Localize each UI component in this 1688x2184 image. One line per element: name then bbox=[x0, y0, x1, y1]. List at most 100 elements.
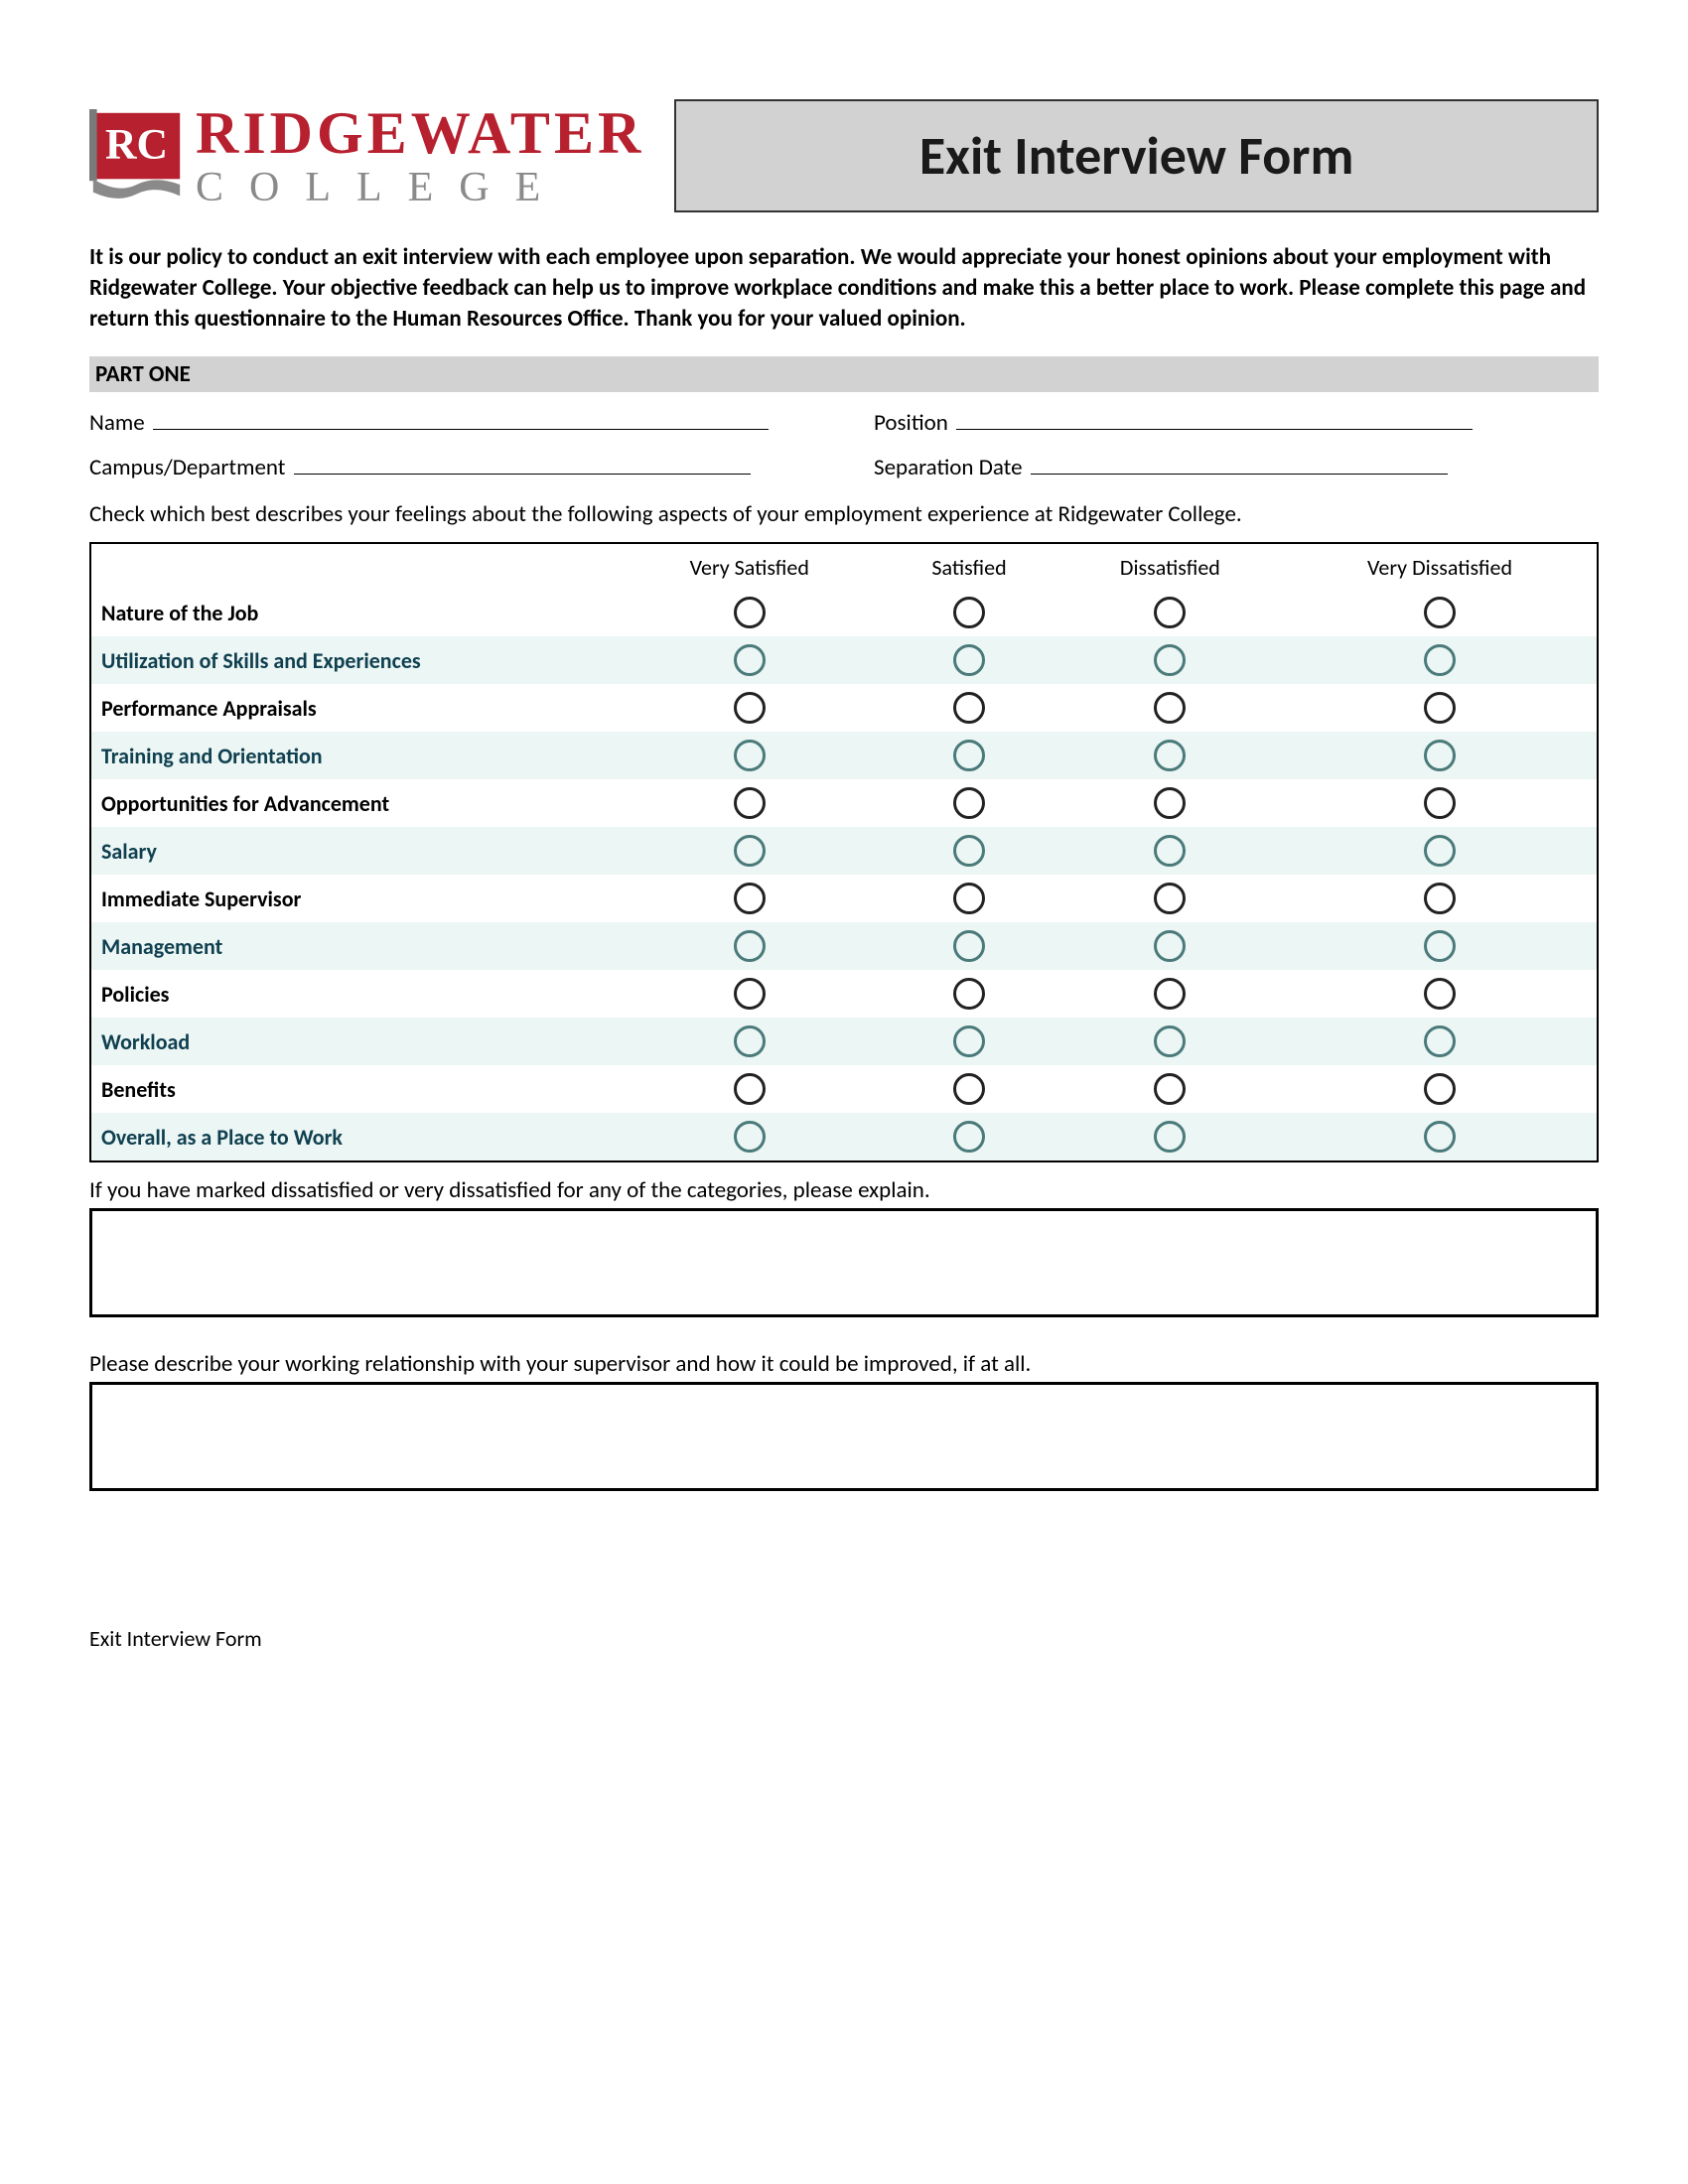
rating-cell bbox=[1283, 732, 1598, 779]
rating-cell bbox=[1057, 875, 1283, 922]
rating-cell bbox=[618, 732, 881, 779]
radio-circle-icon[interactable] bbox=[1154, 930, 1186, 962]
position-label: Position bbox=[874, 409, 948, 437]
separation-date-input-line[interactable] bbox=[1031, 451, 1448, 475]
rating-cell bbox=[881, 636, 1056, 684]
radio-circle-icon[interactable] bbox=[953, 740, 985, 771]
rating-cell bbox=[618, 970, 881, 1018]
radio-circle-icon[interactable] bbox=[1424, 978, 1456, 1010]
radio-circle-icon[interactable] bbox=[1154, 883, 1186, 914]
field-row-2: Campus/Department Separation Date bbox=[89, 451, 1599, 481]
rating-cell bbox=[1057, 1065, 1283, 1113]
svg-text:RC: RC bbox=[105, 120, 168, 168]
page-footer: Exit Interview Form bbox=[89, 1625, 1599, 1652]
radio-circle-icon[interactable] bbox=[953, 1025, 985, 1057]
radio-circle-icon[interactable] bbox=[734, 740, 766, 771]
rating-cell bbox=[881, 970, 1056, 1018]
radio-circle-icon[interactable] bbox=[953, 883, 985, 914]
radio-circle-icon[interactable] bbox=[1424, 930, 1456, 962]
radio-circle-icon[interactable] bbox=[1154, 1073, 1186, 1105]
radio-circle-icon[interactable] bbox=[1154, 835, 1186, 867]
rating-cell bbox=[881, 589, 1056, 636]
rating-cell bbox=[1057, 684, 1283, 732]
logo-text: RIDGEWATER COLLEGE bbox=[196, 103, 644, 208]
radio-circle-icon[interactable] bbox=[1154, 1025, 1186, 1057]
rating-cell bbox=[1057, 922, 1283, 970]
radio-circle-icon[interactable] bbox=[734, 978, 766, 1010]
rating-row: Utilization of Skills and Experiences bbox=[90, 636, 1598, 684]
rating-cell bbox=[1283, 1065, 1598, 1113]
supervisor-textarea[interactable] bbox=[89, 1382, 1599, 1491]
rating-cell bbox=[618, 1113, 881, 1161]
radio-circle-icon[interactable] bbox=[1424, 1025, 1456, 1057]
rating-table: Very Satisfied Satisfied Dissatisfied Ve… bbox=[89, 542, 1599, 1162]
rating-cell bbox=[618, 827, 881, 875]
radio-circle-icon[interactable] bbox=[1424, 1121, 1456, 1153]
logo-badge-icon: RC bbox=[89, 109, 184, 204]
radio-circle-icon[interactable] bbox=[734, 835, 766, 867]
radio-circle-icon[interactable] bbox=[1424, 1073, 1456, 1105]
explain-textarea[interactable] bbox=[89, 1208, 1599, 1317]
name-input-line[interactable] bbox=[153, 406, 769, 430]
radio-circle-icon[interactable] bbox=[1424, 597, 1456, 628]
rating-row-label: Immediate Supervisor bbox=[90, 875, 618, 922]
rating-cell bbox=[1057, 589, 1283, 636]
radio-circle-icon[interactable] bbox=[953, 597, 985, 628]
radio-circle-icon[interactable] bbox=[953, 978, 985, 1010]
rating-row: Policies bbox=[90, 970, 1598, 1018]
radio-circle-icon[interactable] bbox=[734, 1121, 766, 1153]
rating-cell bbox=[1283, 779, 1598, 827]
radio-circle-icon[interactable] bbox=[734, 1073, 766, 1105]
radio-circle-icon[interactable] bbox=[953, 1121, 985, 1153]
rating-cell bbox=[1283, 970, 1598, 1018]
radio-circle-icon[interactable] bbox=[734, 1025, 766, 1057]
rating-row-label: Nature of the Job bbox=[90, 589, 618, 636]
radio-circle-icon[interactable] bbox=[734, 692, 766, 724]
radio-circle-icon[interactable] bbox=[1154, 787, 1186, 819]
radio-circle-icon[interactable] bbox=[1154, 597, 1186, 628]
radio-circle-icon[interactable] bbox=[1424, 692, 1456, 724]
radio-circle-icon[interactable] bbox=[1424, 835, 1456, 867]
explain-prompt: If you have marked dissatisfied or very … bbox=[89, 1176, 1599, 1204]
rating-cell bbox=[881, 1018, 1056, 1065]
radio-circle-icon[interactable] bbox=[734, 787, 766, 819]
rating-cell bbox=[618, 636, 881, 684]
rating-row-label: Training and Orientation bbox=[90, 732, 618, 779]
radio-circle-icon[interactable] bbox=[1424, 883, 1456, 914]
radio-circle-icon[interactable] bbox=[953, 930, 985, 962]
rating-row: Salary bbox=[90, 827, 1598, 875]
radio-circle-icon[interactable] bbox=[1154, 692, 1186, 724]
radio-circle-icon[interactable] bbox=[734, 644, 766, 676]
name-label: Name bbox=[89, 409, 145, 437]
rating-cell bbox=[618, 1065, 881, 1113]
header-row: RC RIDGEWATER COLLEGE Exit Interview For… bbox=[89, 99, 1599, 212]
radio-circle-icon[interactable] bbox=[953, 1073, 985, 1105]
radio-circle-icon[interactable] bbox=[1154, 978, 1186, 1010]
radio-circle-icon[interactable] bbox=[1154, 1121, 1186, 1153]
rating-row-label: Opportunities for Advancement bbox=[90, 779, 618, 827]
rating-row: Immediate Supervisor bbox=[90, 875, 1598, 922]
rating-cell bbox=[881, 922, 1056, 970]
radio-circle-icon[interactable] bbox=[1154, 740, 1186, 771]
position-input-line[interactable] bbox=[956, 406, 1473, 430]
rating-cell bbox=[1057, 827, 1283, 875]
radio-circle-icon[interactable] bbox=[953, 787, 985, 819]
campus-dept-input-line[interactable] bbox=[294, 451, 751, 475]
radio-circle-icon[interactable] bbox=[734, 883, 766, 914]
radio-circle-icon[interactable] bbox=[734, 597, 766, 628]
radio-circle-icon[interactable] bbox=[953, 692, 985, 724]
rating-cell bbox=[1283, 1113, 1598, 1161]
rating-cell bbox=[1283, 1018, 1598, 1065]
radio-circle-icon[interactable] bbox=[734, 930, 766, 962]
rating-cell bbox=[1283, 875, 1598, 922]
radio-circle-icon[interactable] bbox=[1424, 787, 1456, 819]
radio-circle-icon[interactable] bbox=[953, 835, 985, 867]
radio-circle-icon[interactable] bbox=[1154, 644, 1186, 676]
rating-row-label: Policies bbox=[90, 970, 618, 1018]
separation-date-label: Separation Date bbox=[874, 454, 1023, 481]
radio-circle-icon[interactable] bbox=[1424, 644, 1456, 676]
rating-cell bbox=[1057, 636, 1283, 684]
brand-logo: RC RIDGEWATER COLLEGE bbox=[89, 103, 644, 208]
radio-circle-icon[interactable] bbox=[953, 644, 985, 676]
radio-circle-icon[interactable] bbox=[1424, 740, 1456, 771]
